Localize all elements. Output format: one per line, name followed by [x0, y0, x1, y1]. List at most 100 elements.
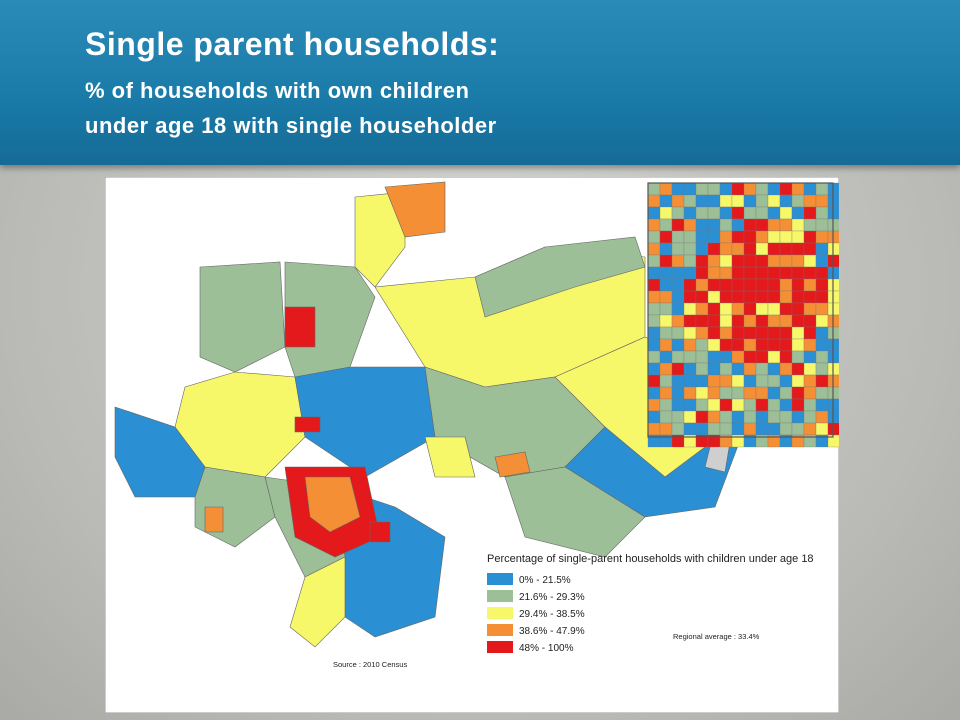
inset-tract: [671, 410, 685, 424]
inset-tract: [743, 410, 757, 424]
inset-tract: [695, 314, 709, 328]
inset-tract: [659, 398, 673, 412]
inset-tract: [659, 338, 673, 352]
inset-tract: [815, 350, 829, 364]
region: [369, 521, 391, 543]
inset-tract: [767, 266, 781, 280]
inset-tract: [659, 410, 673, 424]
inset-tract: [779, 386, 793, 400]
inset-tract: [779, 350, 793, 364]
inset-tract: [779, 266, 793, 280]
inset-tract: [707, 278, 721, 292]
inset-tract: [803, 242, 817, 256]
legend-label: 38.6% - 47.9%: [519, 626, 585, 637]
inset-tract: [803, 218, 817, 232]
inset-tract: [731, 398, 745, 412]
inset-tract: [731, 350, 745, 364]
inset-tract: [779, 218, 793, 232]
inset-tract: [707, 362, 721, 376]
inset-tract: [743, 290, 757, 304]
inset-tract: [659, 422, 673, 436]
inset-tract: [671, 302, 685, 316]
inset-tract: [647, 422, 661, 436]
inset-tract: [695, 194, 709, 208]
inset-tract: [647, 218, 661, 232]
inset-tract: [803, 350, 817, 364]
inset-tract: [791, 242, 805, 256]
inset-tract: [659, 350, 673, 364]
inset-tract: [755, 362, 769, 376]
inset-tract: [755, 182, 769, 196]
inset-tract: [707, 218, 721, 232]
inset-tract: [659, 206, 673, 220]
inset-tract: [683, 218, 697, 232]
inset-tract: [815, 386, 829, 400]
inset-tract: [779, 326, 793, 340]
inset-tract: [755, 374, 769, 388]
title: Single parent households:: [85, 26, 500, 62]
inset-tract: [791, 362, 805, 376]
inset-tract: [755, 302, 769, 316]
inset-tract: [719, 242, 733, 256]
inset-tract: [647, 374, 661, 388]
inset-tract: [731, 242, 745, 256]
inset-tract: [683, 314, 697, 328]
inset-tract: [791, 230, 805, 244]
inset-tract: [755, 350, 769, 364]
inset-tract: [767, 194, 781, 208]
inset-tract: [767, 422, 781, 436]
inset-tract: [659, 302, 673, 316]
inset-tract: [695, 290, 709, 304]
inset-tract: [659, 182, 673, 196]
inset-tract: [767, 254, 781, 268]
inset-tract: [695, 398, 709, 412]
inset-tract: [659, 290, 673, 304]
inset-tract: [815, 302, 829, 316]
inset-tract: [803, 254, 817, 268]
inset-tract: [671, 206, 685, 220]
inset-frame: [647, 182, 834, 438]
inset-tract: [755, 254, 769, 268]
inset-tract: [647, 206, 661, 220]
region: [289, 556, 346, 648]
inset-tract: [719, 194, 733, 208]
legend-label: 29.4% - 38.5%: [519, 609, 585, 620]
inset-tract: [695, 182, 709, 196]
inset-tract: [671, 194, 685, 208]
inset-tract: [695, 230, 709, 244]
inset-tract: [767, 398, 781, 412]
inset-tract: [707, 410, 721, 424]
inset-tract: [659, 230, 673, 244]
inset-tract: [731, 314, 745, 328]
region: [474, 236, 646, 318]
inset-tract: [803, 314, 817, 328]
inset-tract: [743, 230, 757, 244]
inset-tract: [707, 230, 721, 244]
inset-tract: [815, 398, 829, 412]
inset-map: [647, 182, 839, 448]
inset-tract: [719, 266, 733, 280]
inset-tract: [719, 254, 733, 268]
inset-tract: [671, 278, 685, 292]
inset-tract: [659, 314, 673, 328]
inset-tract: [719, 314, 733, 328]
inset-tract: [743, 398, 757, 412]
inset-tract: [767, 278, 781, 292]
inset-tract: [695, 362, 709, 376]
inset-tract: [695, 218, 709, 232]
inset-tract: [803, 206, 817, 220]
inset-tract: [659, 278, 673, 292]
inset-tract: [707, 422, 721, 436]
inset-tract: [755, 422, 769, 436]
inset-tract: [647, 410, 661, 424]
inset-tract: [755, 266, 769, 280]
inset-tract: [683, 194, 697, 208]
inset-tract: [731, 278, 745, 292]
inset-tract: [659, 266, 673, 280]
inset-tract: [767, 338, 781, 352]
inset-tract: [707, 290, 721, 304]
inset-tract: [815, 326, 829, 340]
inset-tract: [803, 410, 817, 424]
inset-tract: [707, 302, 721, 316]
